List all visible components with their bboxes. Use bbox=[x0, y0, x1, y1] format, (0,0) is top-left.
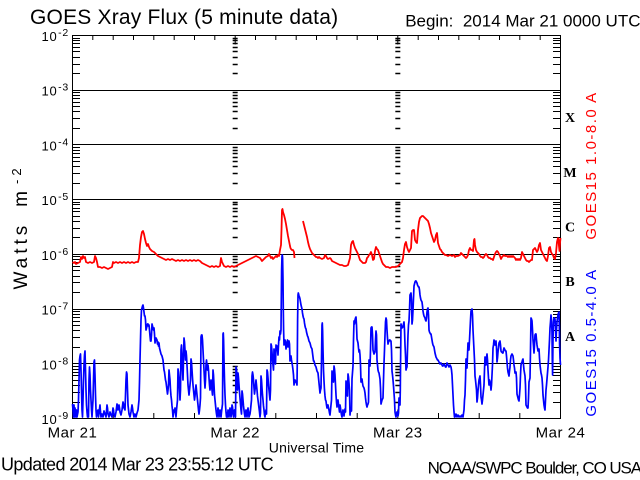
svg-text:10-6: 10-6 bbox=[42, 246, 70, 263]
svg-text:GOES15 1.0-8.0 A: GOES15 1.0-8.0 A bbox=[583, 91, 600, 239]
svg-text:B: B bbox=[565, 275, 574, 290]
svg-text:NOAA/SWPC Boulder, CO USA: NOAA/SWPC Boulder, CO USA bbox=[428, 459, 640, 478]
svg-text:10-2: 10-2 bbox=[42, 27, 70, 44]
svg-text:Mar 21: Mar 21 bbox=[48, 425, 98, 442]
svg-text:Begin: 2014 Mar 21 0000 UTC: Begin: 2014 Mar 21 0000 UTC bbox=[405, 12, 640, 31]
svg-text:Mar 23: Mar 23 bbox=[373, 425, 423, 442]
svg-text:10-3: 10-3 bbox=[42, 82, 70, 99]
svg-text:C: C bbox=[565, 221, 575, 236]
svg-text:10-8: 10-8 bbox=[42, 355, 70, 372]
svg-text:A: A bbox=[565, 330, 576, 345]
svg-text:GOES15 0.5-4.0 A: GOES15 0.5-4.0 A bbox=[583, 268, 600, 416]
svg-text:10-7: 10-7 bbox=[42, 301, 70, 318]
svg-text:M: M bbox=[563, 166, 576, 181]
svg-text:10-5: 10-5 bbox=[42, 191, 70, 208]
svg-text:GOES Xray Flux (5 minute data): GOES Xray Flux (5 minute data) bbox=[30, 6, 338, 29]
svg-text:Updated 2014 Mar 23 23:55:12 U: Updated 2014 Mar 23 23:55:12 UTC bbox=[1, 455, 274, 475]
svg-text:Watts m-2: Watts m-2 bbox=[9, 164, 32, 289]
svg-text:Mar 24: Mar 24 bbox=[536, 425, 586, 442]
svg-text:Universal Time: Universal Time bbox=[269, 440, 364, 456]
svg-text:X: X bbox=[565, 111, 575, 126]
svg-text:Mar 22: Mar 22 bbox=[210, 425, 260, 442]
svg-text:10-4: 10-4 bbox=[42, 136, 70, 153]
